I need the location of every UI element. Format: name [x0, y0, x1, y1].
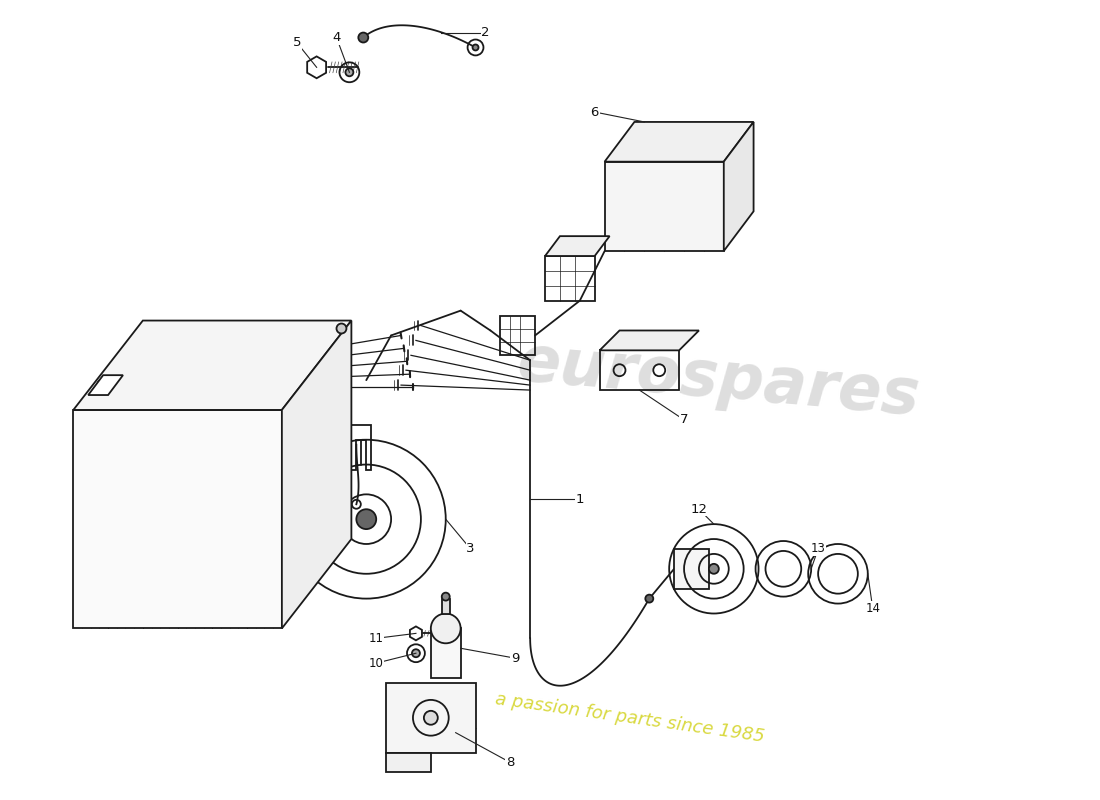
Circle shape — [359, 33, 369, 42]
FancyBboxPatch shape — [442, 598, 450, 614]
Circle shape — [442, 593, 450, 601]
Circle shape — [97, 379, 109, 391]
Circle shape — [356, 510, 376, 529]
FancyBboxPatch shape — [386, 753, 431, 772]
Circle shape — [646, 594, 653, 602]
Text: 13: 13 — [811, 542, 826, 555]
Polygon shape — [74, 321, 351, 410]
Text: 10: 10 — [368, 657, 384, 670]
Text: 11: 11 — [368, 632, 384, 645]
Text: 12: 12 — [691, 502, 707, 516]
FancyBboxPatch shape — [674, 549, 708, 589]
Polygon shape — [410, 626, 422, 640]
Text: 7: 7 — [680, 414, 689, 426]
Text: 6: 6 — [591, 106, 598, 118]
FancyBboxPatch shape — [605, 162, 724, 251]
Circle shape — [337, 323, 346, 334]
Text: 2: 2 — [481, 26, 490, 39]
Circle shape — [473, 45, 478, 50]
Text: 5: 5 — [293, 36, 301, 49]
Circle shape — [345, 68, 353, 76]
Text: a passion for parts since 1985: a passion for parts since 1985 — [494, 690, 766, 746]
Polygon shape — [544, 236, 609, 256]
Text: 3: 3 — [466, 542, 475, 555]
Text: 4: 4 — [332, 31, 341, 44]
Circle shape — [431, 614, 461, 643]
Polygon shape — [88, 375, 123, 395]
Text: 1: 1 — [575, 493, 584, 506]
Text: 9: 9 — [512, 652, 519, 665]
Polygon shape — [724, 122, 754, 251]
Polygon shape — [600, 330, 698, 350]
FancyBboxPatch shape — [386, 683, 475, 753]
Text: eurospares: eurospares — [515, 332, 923, 429]
FancyBboxPatch shape — [431, 629, 461, 678]
Text: 14: 14 — [866, 602, 880, 615]
Text: 8: 8 — [506, 756, 515, 769]
Polygon shape — [605, 122, 754, 162]
FancyBboxPatch shape — [74, 410, 282, 629]
Circle shape — [412, 650, 420, 658]
Circle shape — [708, 564, 718, 574]
Polygon shape — [307, 57, 326, 78]
Polygon shape — [282, 321, 351, 629]
Circle shape — [424, 711, 438, 725]
